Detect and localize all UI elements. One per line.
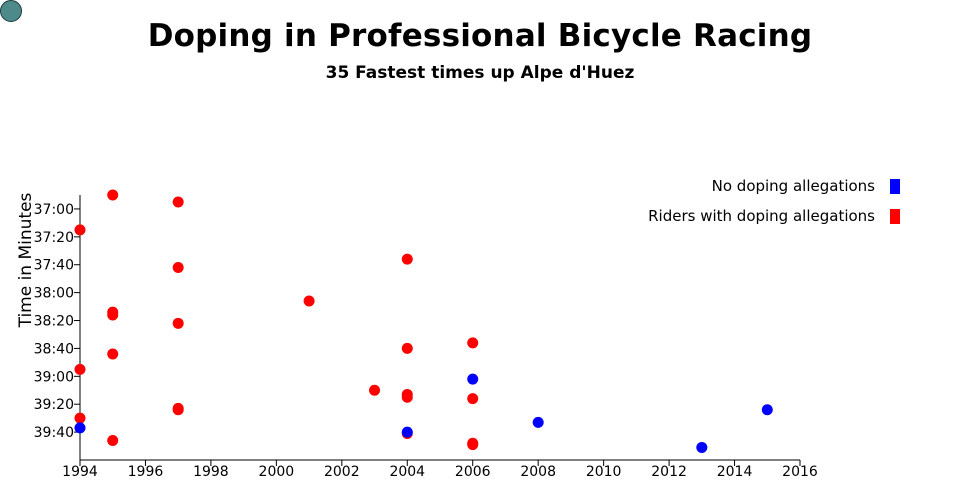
- y-tick-label: 37:40: [34, 258, 74, 274]
- data-point: [467, 373, 479, 385]
- x-tick-label: 2012: [651, 464, 687, 480]
- x-tick-label: 2002: [324, 464, 360, 480]
- x-axis: 1994 1996 1998 2000 2002 2004 2006 2008 2010 2012…: [62, 459, 818, 480]
- y-tick-label: 37:00: [34, 202, 74, 218]
- data-point: [401, 342, 413, 354]
- legend-label: Riders with doping allegations: [648, 207, 875, 225]
- data-point: [761, 404, 773, 416]
- data-point: [532, 416, 544, 428]
- data-point: [401, 253, 413, 265]
- y-tick-label: 38:20: [34, 314, 74, 330]
- data-point: [107, 348, 119, 360]
- x-tick-label: 2000: [259, 464, 295, 480]
- x-tick-label: 2010: [586, 464, 622, 480]
- data-point: [696, 441, 708, 453]
- x-tick-label: 2004: [389, 464, 425, 480]
- y-axis-title: Time in Minutes: [16, 192, 36, 328]
- y-tick-label: 39:20: [34, 397, 74, 413]
- data-point: [172, 404, 184, 416]
- y-tick-label: 37:20: [34, 230, 74, 246]
- data-point: [172, 262, 184, 274]
- legend-label: No doping allegations: [712, 177, 876, 195]
- legend-swatch: [890, 179, 900, 194]
- x-tick-label: 2016: [782, 464, 818, 480]
- data-point: [74, 412, 86, 424]
- data-point: [401, 391, 413, 403]
- x-tick-label: 2014: [717, 464, 753, 480]
- data-point: [107, 189, 119, 201]
- data-point: [172, 196, 184, 208]
- data-point: [74, 224, 86, 236]
- y-axis: 37:00 37:20 37:40 38:00 38:20 38:40 39:00 39:20…: [34, 195, 81, 460]
- data-point: [467, 337, 479, 349]
- y-tick-label: 39:00: [34, 369, 74, 385]
- data-points: [74, 189, 773, 453]
- corner-dot: [0, 0, 22, 22]
- y-tick-label: 39:40: [34, 425, 74, 441]
- data-point: [303, 295, 315, 307]
- data-point: [74, 422, 86, 434]
- x-tick-label: 2006: [455, 464, 491, 480]
- chart-subtitle: 35 Fastest times up Alpe d'Huez: [325, 63, 635, 83]
- data-point: [467, 439, 479, 451]
- data-point: [107, 309, 119, 321]
- data-point: [107, 434, 119, 446]
- legend: No doping allegations Riders with doping …: [648, 177, 900, 225]
- chart-title: Doping in Professional Bicycle Racing: [147, 18, 813, 54]
- x-tick-label: 1996: [128, 464, 164, 480]
- x-tick-label: 2008: [520, 464, 556, 480]
- data-point: [172, 317, 184, 329]
- legend-swatch: [890, 209, 900, 224]
- data-point: [467, 393, 479, 405]
- data-point: [74, 363, 86, 375]
- data-point: [369, 384, 381, 396]
- x-tick-label: 1994: [62, 464, 98, 480]
- data-point: [401, 426, 413, 438]
- x-tick-label: 1998: [193, 464, 229, 480]
- y-tick-label: 38:40: [34, 341, 74, 357]
- y-tick-label: 38:00: [34, 286, 74, 302]
